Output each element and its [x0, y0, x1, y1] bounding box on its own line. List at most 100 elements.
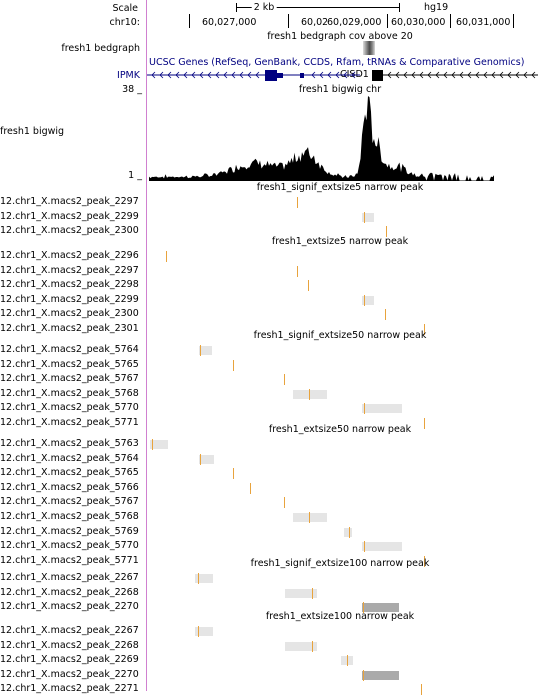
peak-summit-mark[interactable]	[364, 211, 365, 223]
gene-ipmk-label[interactable]: IPMK	[117, 70, 140, 81]
peak-row-label[interactable]: 12.chr1_X.macs2_peak_2299	[0, 210, 139, 222]
peak-row-label[interactable]: 12.chr1_X.macs2_peak_2271	[0, 683, 139, 695]
peak-summit-mark[interactable]	[347, 655, 348, 667]
peak-region[interactable]	[362, 542, 402, 552]
peak-row-label[interactable]: 12.chr1_X.macs2_peak_2300	[0, 225, 139, 237]
peak-row-label[interactable]: 12.chr1_X.macs2_peak_5768	[0, 387, 139, 399]
peak-summit-mark[interactable]	[309, 388, 310, 400]
peak-summit-mark[interactable]	[424, 324, 425, 335]
peak-summit-mark[interactable]	[250, 482, 251, 494]
peak-row-label[interactable]: 12.chr1_X.macs2_peak_2296	[0, 250, 139, 261]
peak-region[interactable]	[293, 389, 327, 399]
peak-region[interactable]	[285, 641, 317, 651]
peak-summit-mark[interactable]	[385, 309, 386, 321]
peak-summit-mark[interactable]	[308, 280, 309, 292]
peak-row-label[interactable]: 12.chr1_X.macs2_peak_5769	[0, 525, 139, 537]
scale-value: 2 kb	[251, 2, 277, 14]
peak-summit-mark[interactable]	[309, 512, 310, 523]
peak-region[interactable]	[362, 212, 374, 222]
peak-row-label[interactable]: 12.chr1_X.macs2_peak_2267	[0, 572, 139, 583]
peak-summit-mark[interactable]	[364, 541, 365, 553]
peak-region[interactable]	[362, 603, 399, 613]
peak-summit-mark[interactable]	[198, 626, 199, 637]
peak-summit-mark[interactable]	[284, 497, 285, 509]
peak-region[interactable]	[293, 513, 327, 522]
peak-summit-mark[interactable]	[284, 374, 285, 386]
peak-summit-mark[interactable]	[297, 197, 298, 208]
peak-summit-mark[interactable]	[152, 439, 153, 450]
peak-summit-mark[interactable]	[363, 669, 364, 681]
peak-summit-mark[interactable]	[200, 453, 201, 465]
gene-cisd1-direction-arrows	[387, 71, 536, 79]
peak-row-label[interactable]: 12.chr1_X.macs2_peak_2298	[0, 279, 139, 291]
ruler-tick-label-3: 60,030,000	[391, 17, 446, 29]
peak-row-label[interactable]: 12.chr1_X.macs2_peak_5766	[0, 481, 139, 493]
peak-summit-mark[interactable]	[312, 587, 313, 599]
peak-summit-mark[interactable]	[166, 251, 167, 262]
peak-row-label[interactable]: 12.chr1_X.macs2_peak_2270	[0, 601, 139, 613]
peak-summit-mark[interactable]	[386, 226, 387, 238]
peak-row-label[interactable]: 12.chr1_X.macs2_peak_2268	[0, 586, 139, 598]
peak-row-label[interactable]: 12.chr1_X.macs2_peak_5770	[0, 402, 139, 414]
peak-summit-mark[interactable]	[363, 602, 364, 614]
peak-row-label[interactable]: 12.chr1_X.macs2_peak_2301	[0, 323, 139, 334]
peak-region[interactable]	[362, 295, 374, 305]
peak-summit-mark[interactable]	[364, 403, 365, 415]
peak-summit-mark[interactable]	[233, 359, 234, 371]
peak-region[interactable]	[362, 670, 399, 680]
peak-row-label[interactable]: 12.chr1_X.macs2_peak_2270	[0, 668, 139, 680]
peak-region[interactable]	[199, 346, 212, 355]
peak-track-title: fresh1_signif_extsize5 narrow peak	[256, 182, 424, 193]
peak-row-label[interactable]: 12.chr1_X.macs2_peak_2268	[0, 639, 139, 651]
peak-row-label[interactable]: 12.chr1_X.macs2_peak_2297	[0, 264, 139, 276]
peak-row-label[interactable]: 12.chr1_X.macs2_peak_2300	[0, 308, 139, 320]
peak-row-label[interactable]: 12.chr1_X.macs2_peak_5765	[0, 358, 139, 370]
peak-summit-mark[interactable]	[424, 555, 425, 567]
peak-summit-mark[interactable]	[312, 640, 313, 652]
genes-track-title[interactable]: UCSC Genes (RefSeq, GenBank, CCDS, Rfam,…	[149, 57, 525, 68]
peak-summit-mark[interactable]	[349, 526, 350, 538]
peak-summit-mark[interactable]	[200, 345, 201, 356]
peak-row-label[interactable]: 12.chr1_X.macs2_peak_5767	[0, 496, 139, 508]
peak-row-label[interactable]: 12.chr1_X.macs2_peak_5767	[0, 373, 139, 385]
bigwig-track-label[interactable]: fresh1 bigwig	[0, 126, 65, 137]
peak-row-label[interactable]: 12.chr1_X.macs2_peak_5771	[0, 554, 139, 566]
peak-row-label[interactable]: 12.chr1_X.macs2_peak_5764	[0, 344, 139, 355]
strand-arrow	[151, 71, 156, 79]
strand-arrow	[231, 71, 236, 79]
peak-row-label[interactable]: 12.chr1_X.macs2_peak_2297	[0, 196, 139, 207]
peak-region[interactable]	[150, 440, 168, 449]
peak-summit-mark[interactable]	[364, 294, 365, 306]
peak-row-label[interactable]: 12.chr1_X.macs2_peak_2267	[0, 625, 139, 636]
peak-summit-mark[interactable]	[198, 573, 199, 584]
gene-cisd1-label[interactable]: CISD1	[340, 69, 369, 80]
peak-summit-mark[interactable]	[233, 468, 234, 480]
strand-arrow	[255, 71, 260, 79]
peak-region[interactable]	[195, 627, 213, 636]
peak-row-label[interactable]: 12.chr1_X.macs2_peak_5763	[0, 438, 139, 449]
label-guide-line	[146, 0, 147, 691]
peak-row-label[interactable]: 12.chr1_X.macs2_peak_2299	[0, 293, 139, 305]
peak-region[interactable]	[285, 588, 317, 598]
peak-region[interactable]	[362, 404, 402, 414]
peak-row-label[interactable]: 12.chr1_X.macs2_peak_5771	[0, 417, 139, 428]
ruler-tick-label-4: 60,031,000	[456, 17, 511, 29]
ruler-tick-label-2: 60,029,000	[327, 17, 382, 29]
peak-region[interactable]	[199, 454, 214, 464]
strand-arrow	[183, 71, 188, 79]
peak-row-label[interactable]: 12.chr1_X.macs2_peak_2269	[0, 654, 139, 666]
bedgraph-track-label[interactable]: fresh1 bedgraph	[61, 43, 140, 54]
peak-summit-mark[interactable]	[421, 684, 422, 695]
peak-summit-mark[interactable]	[424, 418, 425, 429]
peak-region[interactable]	[195, 574, 213, 583]
peak-row-label[interactable]: 12.chr1_X.macs2_peak_5765	[0, 467, 139, 479]
peak-row-label[interactable]: 12.chr1_X.macs2_peak_5768	[0, 511, 139, 522]
peak-region[interactable]	[344, 527, 352, 537]
bigwig-signal-area	[149, 96, 494, 181]
ruler-tick-1	[288, 14, 289, 28]
gene-ipmk-exon-1	[265, 70, 277, 81]
peak-summit-mark[interactable]	[297, 265, 298, 277]
peak-row-label[interactable]: 12.chr1_X.macs2_peak_5764	[0, 452, 139, 464]
peak-row-label[interactable]: 12.chr1_X.macs2_peak_5770	[0, 540, 139, 552]
